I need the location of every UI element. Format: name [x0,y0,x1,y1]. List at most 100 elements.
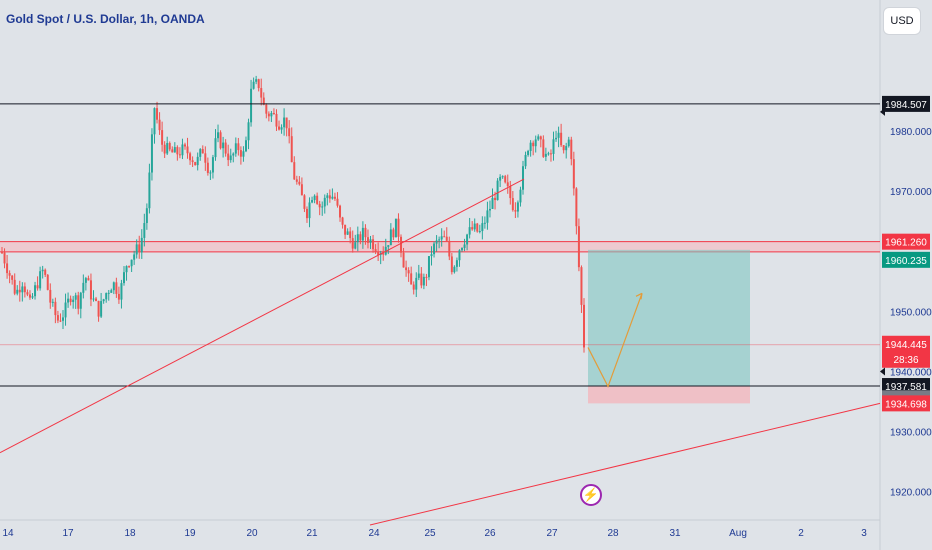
candle-body [117,293,120,300]
candle-body [341,217,344,225]
candle-body [331,196,334,199]
candle-body [270,113,273,117]
candle-body [504,176,507,183]
candle-body [18,289,21,293]
time-tick: 28 [607,528,619,539]
candle-body [100,301,103,317]
candle-body [351,238,354,249]
candle-body [468,227,471,235]
candle-body [31,296,34,298]
candle-body [486,210,489,223]
candle-body [481,223,484,232]
candle-body [214,138,217,158]
candle-body [328,195,331,199]
candle-body [278,126,281,130]
candle-body [415,277,418,290]
candle-body [527,150,530,155]
candle-body [110,290,113,293]
candle-body [28,294,31,298]
candle-body [72,299,75,303]
time-tick: 18 [124,528,136,539]
candle-body [514,210,517,212]
lightning-icon[interactable]: ⚡ [580,484,602,506]
ascending-trendline [0,178,525,454]
candle-body [372,239,375,250]
candle-body [59,320,62,322]
candle-body [133,254,136,260]
candle-body [23,286,26,293]
price-axis[interactable]: 1920.000 1930.000 1940.000 1950.000 1970.000… [890,127,932,499]
time-tick: 25 [424,528,436,539]
price-tick: 1940.000 [890,367,932,378]
candle-body [316,195,319,204]
candle-body [285,117,288,129]
candle-body [89,280,92,300]
candle-body [483,222,486,224]
candle-body [506,182,509,187]
candle-body [201,149,204,154]
candle-body [549,153,552,155]
candle-body [168,143,171,150]
candle-body [445,236,448,241]
candle-body [410,273,413,285]
candle-body [511,198,514,211]
candle-body [1,252,3,254]
price-label: 1937.581 [885,382,927,393]
candle-body [394,218,397,238]
time-tick: 27 [546,528,558,539]
candle-body [79,292,82,309]
candle-body [135,244,138,255]
candle-body [532,142,535,147]
time-tick: 24 [368,528,380,539]
candle-body [443,236,446,238]
projection-path [587,293,643,389]
candle-body [219,132,222,149]
candle-body [435,240,438,244]
price-label-bg [882,95,930,112]
price-label-bg [882,378,930,395]
candle-body [369,239,372,243]
candle-body [288,128,291,137]
candle-body [478,231,481,233]
candle-body [21,286,24,293]
candle-body [392,229,395,238]
candle-body [250,88,253,123]
candle-body [163,144,166,154]
candle-body [44,269,47,275]
candle-body [377,251,380,255]
candle-body [318,203,321,208]
candle-body [537,136,540,140]
candle-body [176,147,179,155]
candle-body [354,242,357,249]
candle-body [397,218,400,237]
time-tick: 14 [2,528,14,539]
candle-body [69,298,72,303]
candle-body [344,224,347,235]
candle-body [570,139,573,160]
candle-body [39,271,42,289]
candle-body [580,267,583,305]
currency-button[interactable]: USD [883,7,921,35]
candle-body [150,134,153,173]
candle-body [422,276,425,286]
candle-body [458,250,461,261]
time-axis[interactable]: 14 17 18 19 20 21 24 25 26 27 28 31 Aug 2 3 [2,528,867,539]
candle-body [575,188,578,227]
candle-body [8,273,11,276]
candle-body [143,223,146,238]
candle-body [122,272,125,284]
candle-body [138,244,141,253]
candle-body [417,273,420,278]
price-label: 1960.235 [885,256,927,267]
candle-body [539,136,542,140]
candle-body [255,79,258,82]
loss-zone [588,386,750,404]
candle-body [87,278,90,281]
candle-body [542,139,545,157]
candle-body [476,223,479,232]
candle-body [427,256,430,278]
candle-body [194,162,197,166]
candle-body [565,146,568,151]
